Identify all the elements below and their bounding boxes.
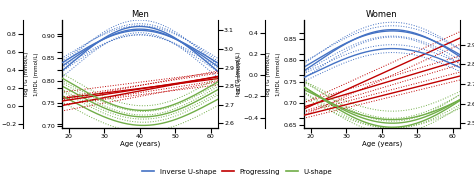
Title: Men: Men	[131, 10, 149, 19]
Y-axis label: 1/HDL (mmol/L): 1/HDL (mmol/L)	[276, 52, 281, 96]
Y-axis label: 1/HDL (mmol/L): 1/HDL (mmol/L)	[34, 52, 39, 96]
X-axis label: Age (years): Age (years)	[119, 141, 160, 147]
Y-axis label: LDL (mmol/L): LDL (mmol/L)	[237, 56, 242, 93]
Y-axis label: log TG (mmol/L): log TG (mmol/L)	[236, 52, 241, 96]
Legend: Inverse U-shape, Progressing, U-shape: Inverse U-shape, Progressing, U-shape	[139, 166, 335, 178]
Title: Women: Women	[366, 10, 398, 19]
Y-axis label: log TG (mmol/L): log TG (mmol/L)	[24, 52, 29, 96]
X-axis label: Age (years): Age (years)	[362, 141, 402, 147]
Y-axis label: log TG (mmol/L): log TG (mmol/L)	[266, 52, 271, 96]
